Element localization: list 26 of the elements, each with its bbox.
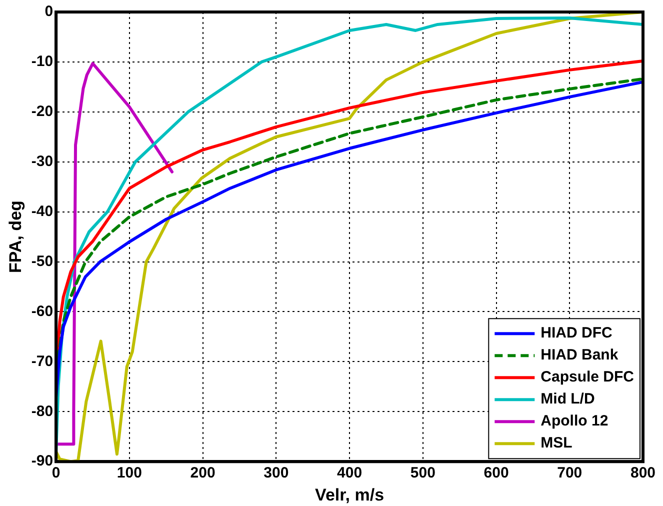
- y-tick-label: -90: [31, 452, 54, 470]
- y-tick-label: -50: [31, 252, 54, 270]
- y-tick-label: -30: [31, 153, 54, 170]
- legend-label: MSL: [540, 434, 572, 452]
- y-tick-label: -60: [31, 302, 54, 320]
- legend-label: HIAD Bank: [540, 346, 619, 364]
- legend-label: Capsule DFC: [540, 368, 634, 386]
- x-tick-label: 200: [190, 464, 216, 482]
- x-tick-label: 700: [557, 464, 582, 482]
- y-tick-label: -70: [31, 352, 54, 370]
- y-tick-label: -10: [31, 53, 54, 70]
- x-tick-label: 100: [116, 464, 142, 482]
- x-tick-label: 300: [264, 464, 289, 482]
- x-axis-title: Velr, m/s: [315, 485, 384, 504]
- legend-label: Mid L/D: [540, 390, 595, 408]
- legend-label: Apollo 12: [540, 412, 608, 430]
- y-tick-label: -40: [31, 202, 54, 220]
- y-tick-label: -20: [31, 103, 54, 120]
- legend-label: HIAD DFC: [540, 324, 612, 342]
- y-tick-label: 0: [44, 3, 54, 20]
- x-tick-label: 400: [337, 464, 362, 482]
- x-tick-label: 500: [410, 464, 436, 482]
- y-tick-label: -80: [31, 402, 54, 420]
- y-axis-title: FPA, deg: [6, 200, 25, 274]
- x-tick-label: 800: [630, 464, 656, 482]
- x-tick-label: 600: [484, 464, 509, 482]
